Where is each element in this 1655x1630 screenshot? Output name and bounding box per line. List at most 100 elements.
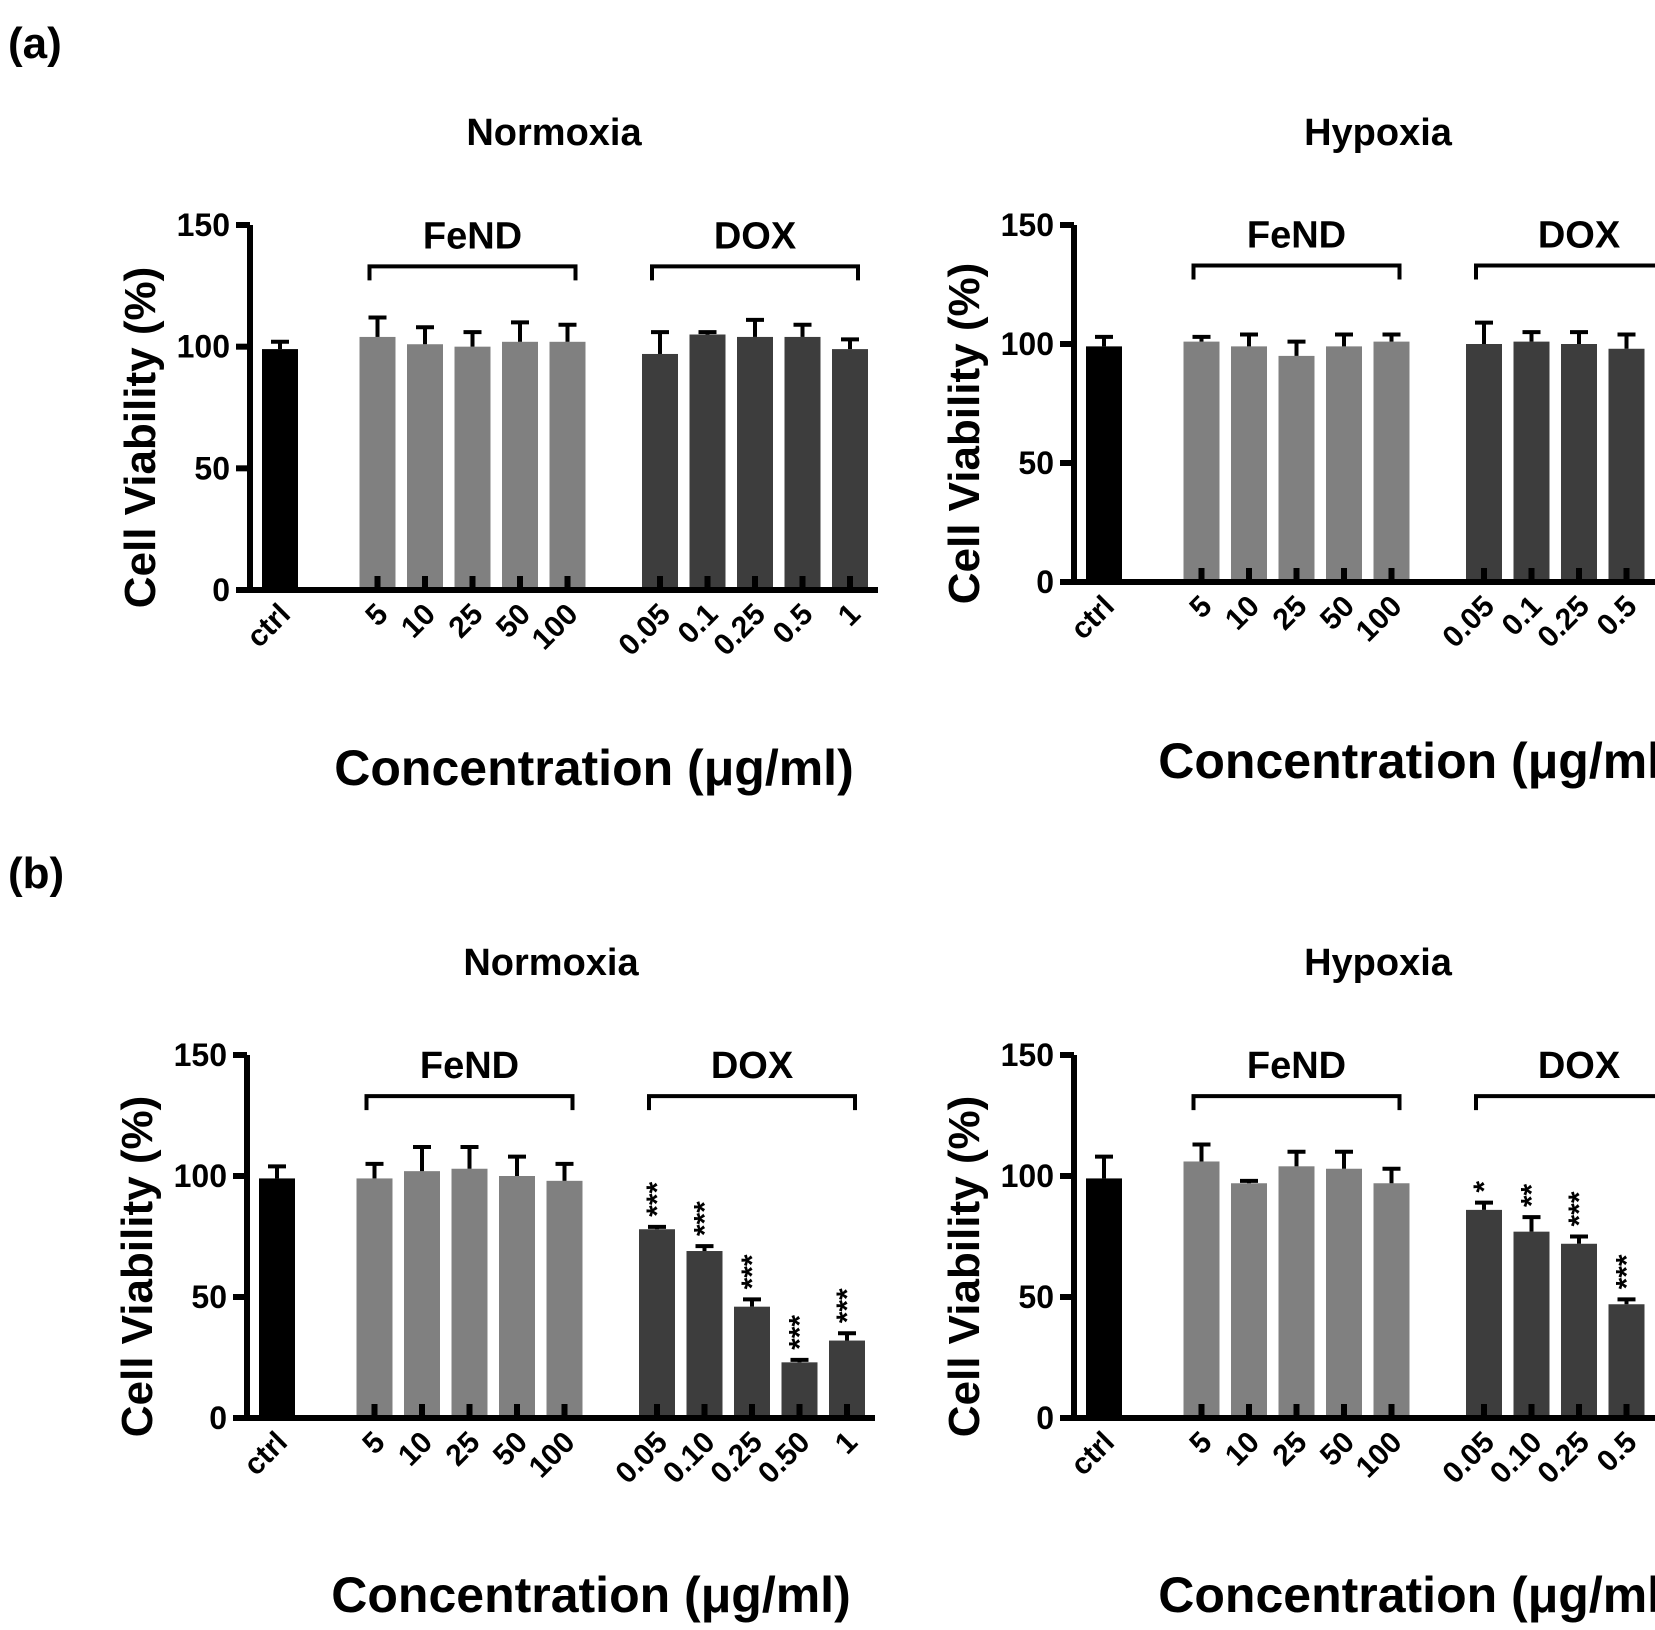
y-tick-label: 50 bbox=[1018, 1279, 1054, 1315]
bar-10 bbox=[404, 1171, 440, 1418]
bracket-dox bbox=[647, 1094, 857, 1111]
panel-label-a: (a) bbox=[8, 19, 62, 68]
bar-ctrl bbox=[262, 349, 298, 590]
x-axis-label: Concentration (μg/ml) bbox=[1158, 733, 1655, 789]
bracket-fend bbox=[1191, 263, 1402, 280]
bar-5 bbox=[1183, 1161, 1220, 1418]
x-tick-label: 5 bbox=[356, 1426, 391, 1461]
bar-ctrl bbox=[1086, 346, 1122, 582]
x-tick-label: 10 bbox=[1219, 1426, 1266, 1473]
x-tick-label: 25 bbox=[443, 598, 490, 645]
x-tick-label: 25 bbox=[1267, 1426, 1314, 1473]
y-tick-label: 150 bbox=[1001, 1037, 1054, 1073]
x-axis-label: Concentration (μg/ml) bbox=[334, 740, 853, 796]
y-tick-label: 100 bbox=[177, 329, 230, 365]
x-tick-label: 1 bbox=[829, 1426, 864, 1461]
x-tick-label: 0.05 bbox=[612, 598, 677, 663]
bar-5 bbox=[356, 1178, 393, 1418]
bar-0.05 bbox=[1466, 1209, 1502, 1418]
bar-0.5 bbox=[1608, 348, 1645, 582]
bar-100 bbox=[549, 341, 586, 590]
x-axis-label: Concentration (μg/ml) bbox=[331, 1567, 850, 1623]
x-tick-label: 10 bbox=[1219, 590, 1266, 637]
bracket-label: FeND bbox=[1247, 214, 1346, 256]
bar-100 bbox=[1373, 341, 1410, 582]
significance-label: *** bbox=[641, 1181, 674, 1216]
bar-1 bbox=[832, 349, 868, 590]
y-tick-label: 100 bbox=[174, 1158, 227, 1194]
chart-title: Hypoxia bbox=[1304, 942, 1453, 984]
bar-25 bbox=[451, 1168, 488, 1418]
x-tick-label: 25 bbox=[1267, 590, 1314, 637]
y-tick-label: 0 bbox=[1036, 564, 1054, 600]
bar-100 bbox=[546, 1180, 583, 1418]
bar-50 bbox=[1326, 346, 1362, 582]
x-tick-label: 1 bbox=[832, 598, 867, 633]
y-tick-label: 150 bbox=[1001, 207, 1054, 243]
bracket-dox bbox=[1474, 263, 1655, 280]
y-tick-label: 100 bbox=[1001, 1158, 1054, 1194]
y-axis-label: Cell Viability (%) bbox=[116, 267, 165, 609]
bar-0.5 bbox=[784, 336, 821, 590]
y-tick-label: 150 bbox=[177, 207, 230, 243]
bar-0.1 bbox=[1513, 341, 1550, 582]
x-tick-label: 0.10 bbox=[1484, 1426, 1549, 1491]
bar-0.1 bbox=[689, 334, 726, 590]
chart-title: Hypoxia bbox=[1304, 112, 1453, 154]
y-tick-label: 50 bbox=[1018, 445, 1054, 481]
x-tick-label: ctrl bbox=[1065, 590, 1121, 646]
bar-ctrl bbox=[1086, 1178, 1122, 1418]
x-axis-label: Concentration (μg/ml) bbox=[1158, 1567, 1655, 1623]
x-tick-label: 100 bbox=[526, 598, 585, 657]
bar-10 bbox=[407, 344, 443, 590]
x-tick-label: 0.05 bbox=[1436, 1426, 1501, 1491]
bracket-fend bbox=[1191, 1094, 1402, 1111]
x-tick-label: 0.10 bbox=[657, 1426, 722, 1491]
y-tick-label: 100 bbox=[1001, 326, 1054, 362]
y-tick-label: 0 bbox=[209, 1400, 227, 1436]
panel-label-b: (b) bbox=[8, 849, 64, 898]
y-axis-label: Cell Viability (%) bbox=[940, 1096, 989, 1438]
x-tick-label: 5 bbox=[359, 598, 394, 633]
bar-100 bbox=[1373, 1183, 1410, 1418]
x-tick-label: ctrl bbox=[238, 1426, 294, 1482]
bar-0.10 bbox=[686, 1251, 723, 1418]
x-tick-label: 0.5 bbox=[1591, 1426, 1644, 1479]
x-tick-label: 0.25 bbox=[1531, 1426, 1596, 1491]
bar-25 bbox=[454, 346, 491, 590]
bar-0.05 bbox=[642, 353, 678, 590]
x-tick-label: 100 bbox=[1350, 590, 1409, 649]
x-tick-label: 100 bbox=[523, 1426, 582, 1485]
chart-4: Hypoxia Cell Viability (%) ctrl 5 10 25 50 100 *… bbox=[940, 942, 1655, 1623]
bracket-label: DOX bbox=[1538, 1045, 1621, 1087]
x-tick-label: 0.25 bbox=[704, 1426, 769, 1491]
bar-50 bbox=[502, 341, 538, 590]
bracket-label: FeND bbox=[420, 1045, 519, 1087]
significance-label: *** bbox=[689, 1201, 722, 1236]
bracket-label: DOX bbox=[1538, 214, 1621, 256]
bar-0.25 bbox=[1561, 1243, 1597, 1418]
bar-0.25 bbox=[737, 336, 773, 590]
significance-label: *** bbox=[1563, 1191, 1596, 1226]
x-tick-label: 0.25 bbox=[707, 598, 772, 663]
y-tick-label: 0 bbox=[1036, 1400, 1054, 1436]
y-tick-label: 50 bbox=[194, 450, 230, 486]
bar-0.05 bbox=[639, 1229, 675, 1418]
chart-2: Hypoxia Cell Viability (%) ctrl 5 10 25 50 100 0… bbox=[940, 112, 1655, 789]
x-tick-label: 5 bbox=[1183, 590, 1218, 625]
bracket-fend bbox=[367, 264, 578, 281]
bar-50 bbox=[1326, 1168, 1362, 1418]
y-tick-label: 0 bbox=[212, 572, 230, 608]
bar-10 bbox=[1231, 1183, 1267, 1418]
chart-title: Normoxia bbox=[463, 942, 639, 984]
significance-label: *** bbox=[736, 1254, 769, 1289]
x-tick-label: ctrl bbox=[1065, 1426, 1121, 1482]
significance-label: * bbox=[1468, 1181, 1501, 1193]
bracket-fend bbox=[364, 1094, 575, 1111]
bar-10 bbox=[1231, 346, 1267, 582]
x-tick-label: 0.50 bbox=[752, 1426, 817, 1491]
x-tick-label: 25 bbox=[440, 1426, 487, 1473]
bracket-label: DOX bbox=[714, 215, 797, 257]
